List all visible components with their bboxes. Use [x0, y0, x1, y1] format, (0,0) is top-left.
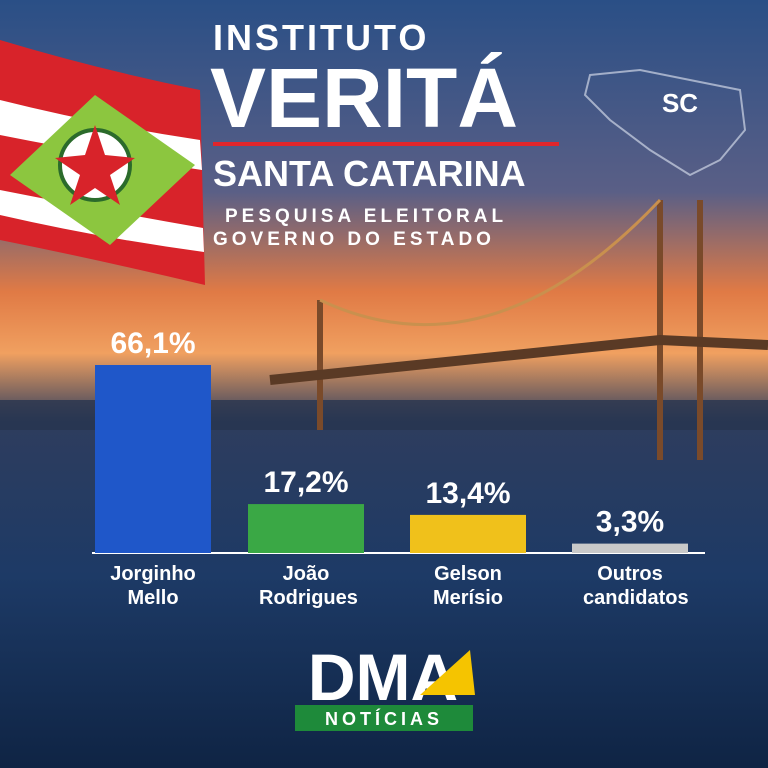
title: VERITÁ: [210, 51, 518, 145]
category-label: João Rodrigues: [259, 563, 358, 609]
value-label: 3,3%: [596, 506, 664, 539]
subtitle: PESQUISA ELEITORAL: [225, 206, 507, 227]
flag: [0, 40, 205, 285]
map-label: SC: [662, 88, 698, 118]
region: SANTA CATARINA: [213, 153, 526, 194]
logo-box: [295, 705, 473, 731]
value-label: 17,2%: [263, 466, 348, 499]
logo-brand: DMA: [308, 640, 458, 714]
state-map: [583, 68, 747, 177]
category-label: Gelson Merísio: [432, 563, 504, 609]
bar: [95, 365, 211, 553]
value-label: 66,1%: [110, 327, 195, 360]
value-label: 13,4%: [425, 477, 510, 510]
bridge: [269, 198, 768, 460]
title-rule: [213, 142, 559, 146]
logo-swoosh: [420, 650, 475, 695]
category-label: Jorginho Mello: [110, 563, 196, 609]
kicker: INSTITUTO: [213, 17, 429, 58]
bar: [572, 543, 688, 553]
logo-tagline: NOTÍCIAS: [325, 708, 443, 729]
subtitle: GOVERNO DO ESTADO: [213, 229, 495, 250]
bar: [248, 504, 364, 553]
bar: [410, 514, 526, 553]
category-label: Outros candidatos: [583, 563, 689, 609]
